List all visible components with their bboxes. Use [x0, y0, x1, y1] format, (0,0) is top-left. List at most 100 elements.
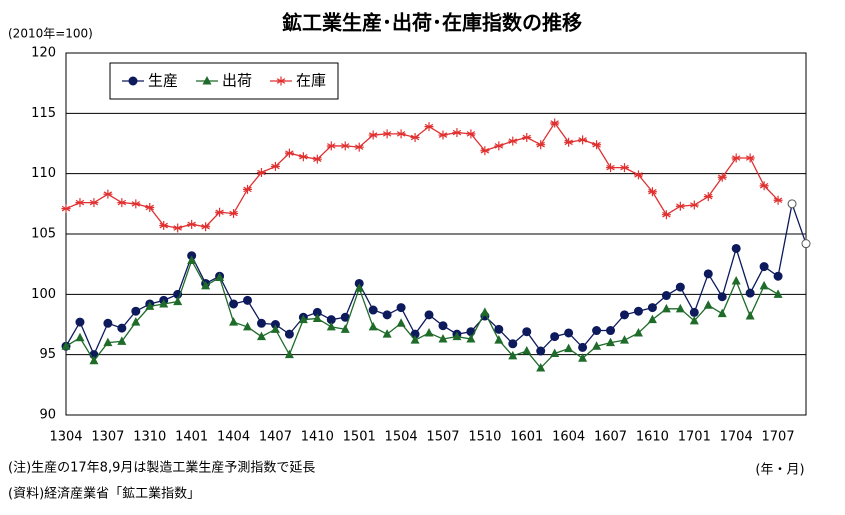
- marker: [61, 204, 71, 214]
- marker: [103, 189, 113, 199]
- marker: [717, 172, 727, 182]
- marker: [564, 137, 574, 147]
- marker: [633, 327, 643, 337]
- marker: [187, 219, 197, 229]
- x-tick-label: 1501: [343, 430, 376, 445]
- marker: [173, 296, 183, 306]
- marker: [256, 331, 266, 341]
- marker: [466, 333, 476, 343]
- marker: [438, 333, 448, 343]
- marker: [270, 161, 280, 171]
- marker: [284, 349, 294, 359]
- marker: [145, 301, 155, 310]
- marker: [312, 154, 322, 164]
- marker: [536, 140, 546, 150]
- marker: [647, 314, 657, 324]
- x-tick-label: 1701: [678, 430, 711, 445]
- x-tick-label: 1707: [762, 430, 795, 445]
- marker: [270, 324, 280, 333]
- marker: [117, 323, 127, 333]
- legend-marker: [202, 76, 212, 85]
- marker: [452, 128, 462, 138]
- marker: [661, 210, 671, 220]
- marker: [131, 317, 141, 326]
- marker: [592, 140, 602, 150]
- marker: [396, 318, 406, 327]
- marker: [438, 321, 448, 331]
- marker: [508, 350, 518, 360]
- marker: [340, 324, 350, 333]
- x-tick-label: 1310: [133, 430, 166, 445]
- marker: [745, 288, 755, 298]
- x-tick-label: 1610: [636, 430, 669, 445]
- marker: [550, 348, 560, 357]
- chart-title: 鉱工業生産･出荷･在庫指数の推移: [282, 11, 582, 35]
- x-tick-label: 1607: [594, 430, 627, 445]
- marker: [717, 308, 727, 318]
- marker: [424, 310, 434, 320]
- marker: [536, 346, 546, 356]
- marker: [508, 136, 518, 146]
- marker: [410, 132, 420, 142]
- marker: [145, 202, 155, 212]
- marker: [229, 299, 239, 309]
- marker: [745, 153, 755, 163]
- marker: [466, 129, 476, 139]
- note: (資料)経済産業省「鉱工業指数」: [8, 486, 200, 502]
- marker: [661, 303, 671, 313]
- marker: [801, 239, 811, 249]
- marker: [256, 318, 266, 328]
- marker: [201, 222, 211, 232]
- marker: [243, 321, 253, 331]
- marker: [396, 303, 406, 313]
- marker: [312, 313, 322, 322]
- marker: [578, 342, 588, 352]
- marker: [75, 317, 85, 327]
- marker: [159, 298, 169, 308]
- marker: [606, 337, 616, 347]
- marker: [661, 291, 671, 301]
- x-tick-label: 1401: [175, 430, 208, 445]
- marker: [703, 192, 713, 202]
- x-tick-label: 1604: [552, 430, 585, 445]
- marker: [675, 303, 685, 313]
- marker: [647, 187, 657, 197]
- marker: [131, 306, 141, 316]
- marker: [256, 167, 266, 177]
- marker: [243, 184, 253, 194]
- marker: [522, 327, 532, 337]
- marker: [633, 170, 643, 180]
- legend-label: 在庫: [296, 72, 326, 90]
- series-markers: [61, 255, 783, 372]
- marker: [508, 339, 518, 349]
- marker: [564, 328, 574, 338]
- x-tick-label: 1504: [385, 430, 418, 445]
- marker: [689, 307, 699, 317]
- marker: [354, 142, 364, 152]
- marker: [173, 223, 183, 233]
- note: (注)生産の17年8,9月は製造工業生産予測指数で延長: [8, 460, 315, 476]
- marker: [326, 141, 336, 151]
- marker: [578, 135, 588, 145]
- marker: [298, 314, 308, 324]
- plot-border: [65, 52, 807, 416]
- marker: [689, 315, 699, 325]
- marker: [773, 195, 783, 205]
- marker: [773, 271, 783, 281]
- series-line: [65, 258, 779, 369]
- marker: [703, 300, 713, 309]
- x-tick-label: 1407: [259, 430, 292, 445]
- marker: [619, 335, 629, 344]
- marker: [284, 329, 294, 339]
- marker: [564, 343, 574, 353]
- marker: [438, 130, 448, 140]
- marker: [759, 181, 769, 191]
- marker: [550, 332, 560, 342]
- marker: [117, 336, 127, 345]
- marker: [117, 198, 127, 208]
- marker: [424, 122, 434, 132]
- y-unit-label: (2010年=100): [8, 27, 93, 41]
- y-tick-label: 105: [31, 227, 56, 242]
- marker: [354, 283, 364, 292]
- legend-marker: [128, 76, 138, 86]
